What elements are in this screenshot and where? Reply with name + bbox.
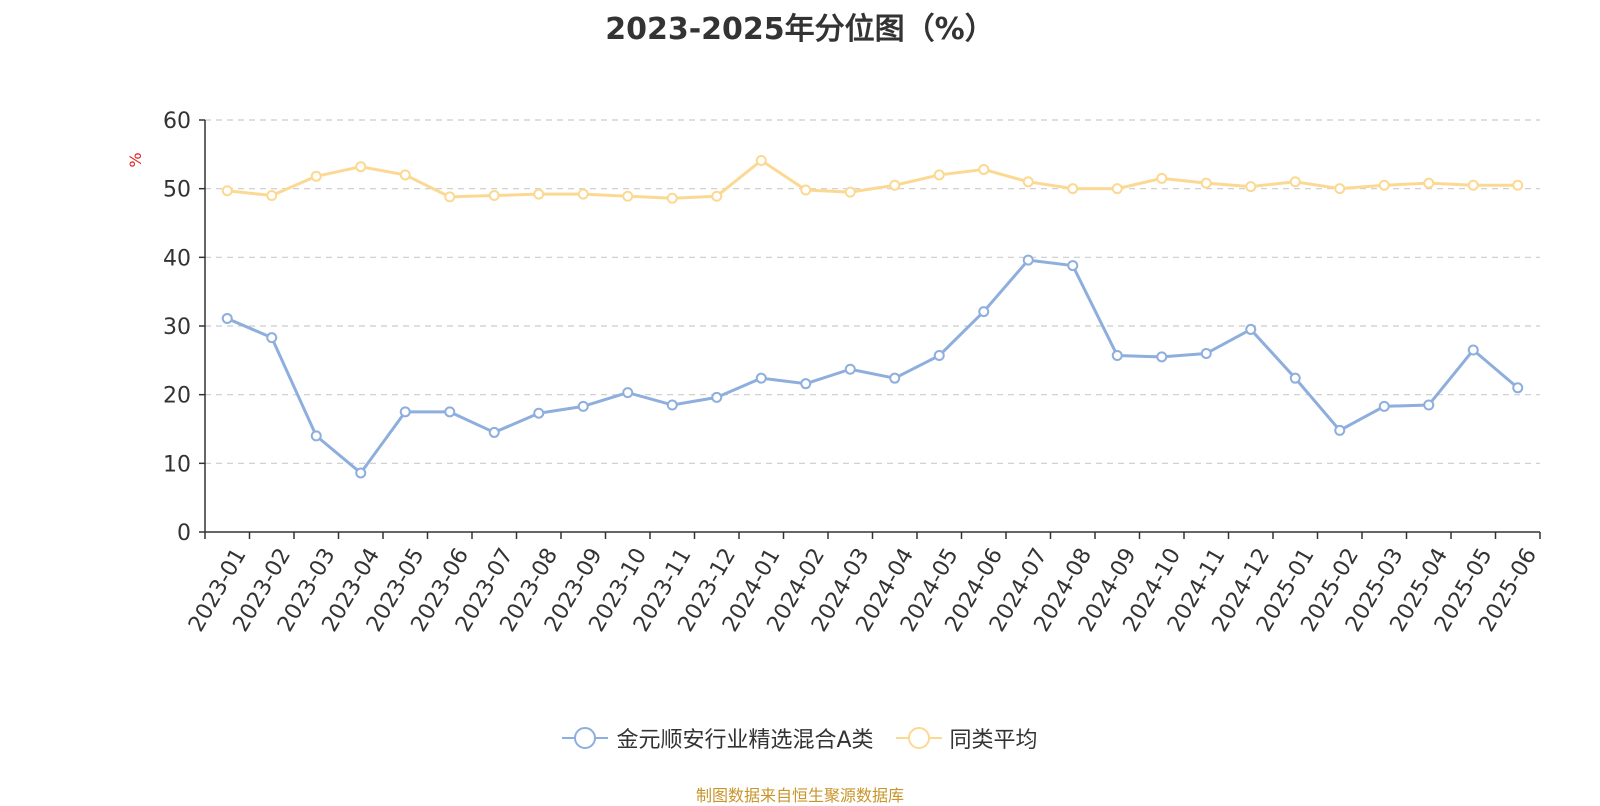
- legend-item-average[interactable]: 同类平均: [895, 722, 1038, 754]
- data-point: [444, 191, 456, 203]
- legend-marker-average: [895, 727, 942, 749]
- data-point: [355, 467, 367, 479]
- legend-marker-fund: [562, 727, 609, 749]
- data-point: [399, 406, 411, 418]
- data-point: [399, 169, 411, 181]
- data-point: [666, 192, 678, 204]
- data-point: [266, 332, 278, 344]
- series-lines: [221, 155, 1524, 479]
- data-point: [844, 363, 856, 375]
- data-point: [1067, 260, 1079, 272]
- data-point: [666, 399, 678, 411]
- data-point: [1111, 350, 1123, 362]
- y-tick-label: 10: [163, 452, 191, 477]
- legend-item-fund[interactable]: 金元顺安行业精选混合A类: [562, 722, 874, 754]
- data-point: [933, 350, 945, 362]
- data-point: [533, 407, 545, 419]
- data-point: [1334, 424, 1346, 436]
- data-point: [221, 185, 233, 197]
- legend: 金元顺安行业精选混合A类 同类平均: [0, 722, 1600, 754]
- data-point: [800, 184, 812, 196]
- y-tick-label: 60: [163, 109, 191, 134]
- data-point: [800, 378, 812, 390]
- data-point: [889, 372, 901, 384]
- data-point: [1467, 179, 1479, 191]
- data-point: [1245, 323, 1257, 335]
- data-point: [1378, 179, 1390, 191]
- data-point: [1334, 183, 1346, 195]
- data-point: [1022, 176, 1034, 188]
- data-point: [1200, 177, 1212, 189]
- data-point: [1512, 382, 1524, 394]
- data-point: [1378, 400, 1390, 412]
- data-point: [1512, 179, 1524, 191]
- data-point: [310, 170, 322, 182]
- data-point: [622, 190, 634, 202]
- data-point: [1289, 372, 1301, 384]
- data-point: [1289, 176, 1301, 188]
- grid-lines: [205, 119, 1540, 464]
- data-point: [1467, 344, 1479, 356]
- data-point: [711, 391, 723, 403]
- data-point: [1022, 254, 1034, 266]
- series-line: [227, 159, 1518, 200]
- data-point: [1067, 183, 1079, 195]
- data-source-note: 制图数据来自恒生聚源数据库: [695, 786, 904, 805]
- data-point: [755, 372, 767, 384]
- axes: [199, 119, 1541, 539]
- y-tick-label: 50: [163, 178, 191, 203]
- data-point: [577, 400, 589, 412]
- data-point: [355, 161, 367, 173]
- data-point: [889, 179, 901, 191]
- data-point: [711, 190, 723, 202]
- y-axis-label: %: [126, 152, 145, 167]
- data-point: [310, 430, 322, 442]
- data-point: [266, 190, 278, 202]
- x-tick-labels: 2023-012023-022023-032023-042023-052023-…: [184, 544, 1542, 636]
- data-point: [1423, 177, 1435, 189]
- y-tick-labels: 0 10 20 30 40 50 60: [163, 109, 191, 546]
- data-point: [978, 163, 990, 175]
- data-point: [1156, 351, 1168, 363]
- data-point: [755, 155, 767, 167]
- data-point: [444, 406, 456, 418]
- data-point: [622, 387, 634, 399]
- legend-label-average: 同类平均: [949, 728, 1038, 753]
- data-point: [533, 188, 545, 200]
- data-point: [488, 190, 500, 202]
- data-point: [1111, 183, 1123, 195]
- data-point: [577, 188, 589, 200]
- series-line: [226, 258, 1519, 475]
- y-tick-label: 40: [163, 246, 191, 271]
- y-tick-label: 30: [163, 315, 191, 340]
- y-tick-label: 0: [177, 521, 191, 546]
- y-tick-label: 20: [163, 384, 191, 409]
- data-point: [1156, 172, 1168, 184]
- data-point: [978, 306, 990, 318]
- legend-label-fund: 金元顺安行业精选混合A类: [616, 728, 874, 753]
- data-point: [1200, 347, 1212, 359]
- chart-title: 2023-2025年分位图（%）: [605, 12, 995, 47]
- data-point: [844, 186, 856, 198]
- data-point: [933, 169, 945, 181]
- data-point: [488, 426, 500, 438]
- data-point: [1245, 181, 1257, 193]
- data-point: [1423, 399, 1435, 411]
- data-point: [221, 312, 233, 324]
